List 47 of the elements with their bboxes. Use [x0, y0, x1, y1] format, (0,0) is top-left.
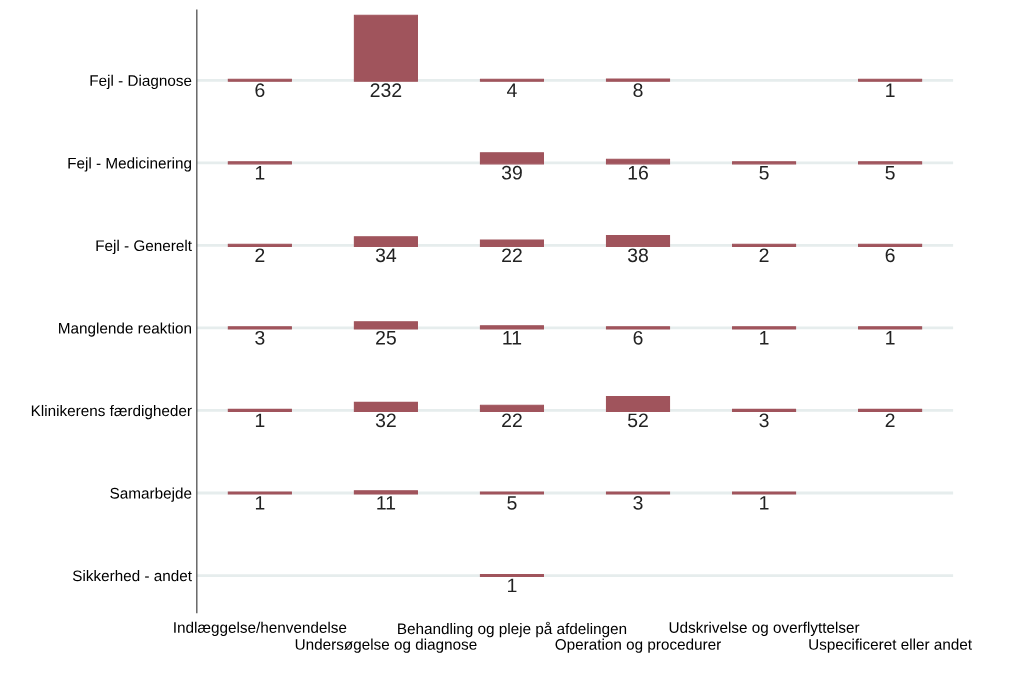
data-label: 3 — [633, 495, 643, 510]
y-tick-label: Manglende reaktion — [59, 322, 191, 337]
data-label: 4 — [507, 83, 517, 97]
data-label: 39 — [501, 165, 522, 180]
x-tick-label: Behandling og pleje på afdelingen — [398, 621, 627, 638]
y-tick-label: Fejl - Diagnose — [90, 74, 192, 90]
x-tick-label: Indlæggelse/henvendelse — [174, 621, 347, 636]
data-label: 1 — [508, 578, 517, 593]
data-label: 11 — [377, 496, 396, 510]
y-tick-label: Samarbejde — [110, 487, 192, 502]
data-label: 6 — [885, 248, 895, 263]
data-label: 232 — [370, 83, 402, 98]
data-label: 5 — [507, 496, 517, 510]
y-tick-label: Sikkerhed - andet — [72, 570, 192, 582]
data-label: 34 — [375, 248, 397, 263]
x-tick-label: Undersøgelse og diagnose — [295, 638, 477, 653]
y-tick-label: Klinikerens færdigheder — [31, 404, 192, 420]
data-label: 38 — [627, 248, 648, 263]
data-label: 1 — [886, 83, 895, 97]
y-tick-label: Fejl - Generelt — [96, 239, 192, 255]
data-label: 1 — [760, 331, 769, 345]
data-label: 16 — [628, 165, 648, 180]
data-label: 2 — [759, 248, 769, 262]
x-tick-label: Operation og procedurer — [555, 638, 721, 653]
data-label: 25 — [376, 330, 396, 345]
data-label: 1 — [886, 331, 895, 345]
x-tick-label: Udskrivelse og overflyttelser — [669, 621, 860, 636]
data-label: 6 — [255, 83, 265, 98]
data-label: 2 — [885, 413, 895, 428]
data-label: 52 — [627, 413, 648, 428]
data-label: 3 — [759, 413, 769, 428]
data-label: 1 — [255, 166, 265, 180]
data-label: 1 — [760, 496, 769, 510]
data-label: 5 — [885, 166, 895, 180]
data-label: 11 — [503, 331, 522, 345]
data-label: 8 — [633, 83, 643, 98]
y-tick-label: Fejl - Medicinering — [68, 157, 191, 172]
x-tick-label: Uspecificeret eller andet — [809, 638, 972, 653]
data-label: 22 — [502, 413, 522, 428]
data-label: 5 — [759, 166, 769, 180]
data-label: 3 — [255, 330, 265, 345]
data-label: 6 — [633, 330, 643, 345]
data-label: 2 — [255, 248, 265, 262]
data-label: 22 — [502, 248, 522, 262]
data-label: 1 — [255, 413, 265, 428]
data-label: 32 — [375, 413, 396, 428]
data-label: 1 — [255, 496, 265, 510]
